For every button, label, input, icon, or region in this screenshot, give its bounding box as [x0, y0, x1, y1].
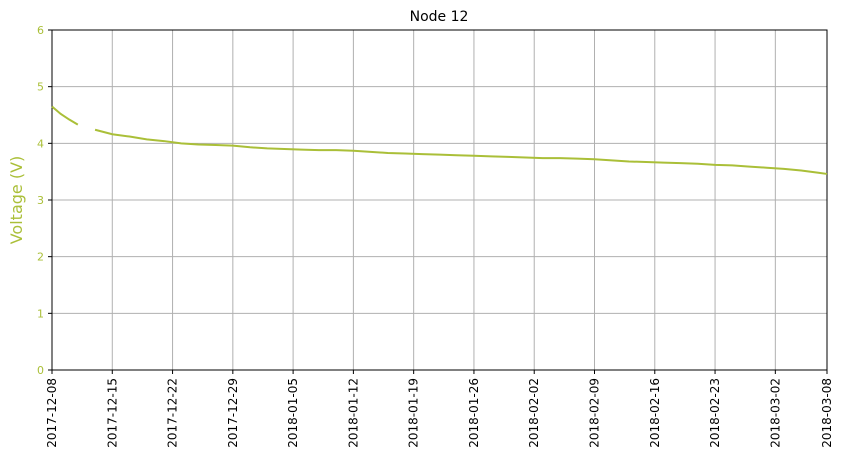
y-tick-label: 4: [37, 137, 44, 150]
x-tick-label: 2018-02-02: [527, 378, 541, 448]
chart-title: Node 12: [410, 9, 469, 25]
y-tick-label: 5: [37, 81, 44, 94]
x-tick-label: 2017-12-15: [105, 378, 119, 448]
x-tick-label: 2017-12-22: [166, 378, 180, 448]
x-tick-label: 2017-12-29: [226, 378, 240, 448]
x-tick-label: 2017-12-08: [45, 378, 59, 448]
x-tick-label: 2018-02-16: [648, 378, 662, 448]
y-tick-label: 0: [37, 364, 44, 377]
x-tick-label: 2018-02-09: [588, 378, 602, 448]
plot-frame: [51, 29, 828, 371]
x-tick-label: 2018-01-19: [407, 378, 421, 448]
y-tick-label: 1: [37, 307, 44, 320]
data-line: [51, 105, 828, 175]
y-axis-label: Voltage (V): [7, 156, 26, 245]
y-tick-label: 6: [37, 24, 44, 37]
y-tick-label: 3: [37, 194, 44, 207]
y-tick-label: 2: [37, 251, 44, 264]
x-tick-label: 2018-03-02: [768, 378, 782, 448]
x-tick-label: 2018-03-08: [820, 378, 834, 448]
x-tick-label: 2018-01-12: [346, 378, 360, 448]
x-tick-label: 2018-01-26: [467, 378, 481, 448]
x-tick-label: 2018-02-23: [708, 378, 722, 448]
x-tick-label: 2018-01-05: [286, 378, 300, 448]
